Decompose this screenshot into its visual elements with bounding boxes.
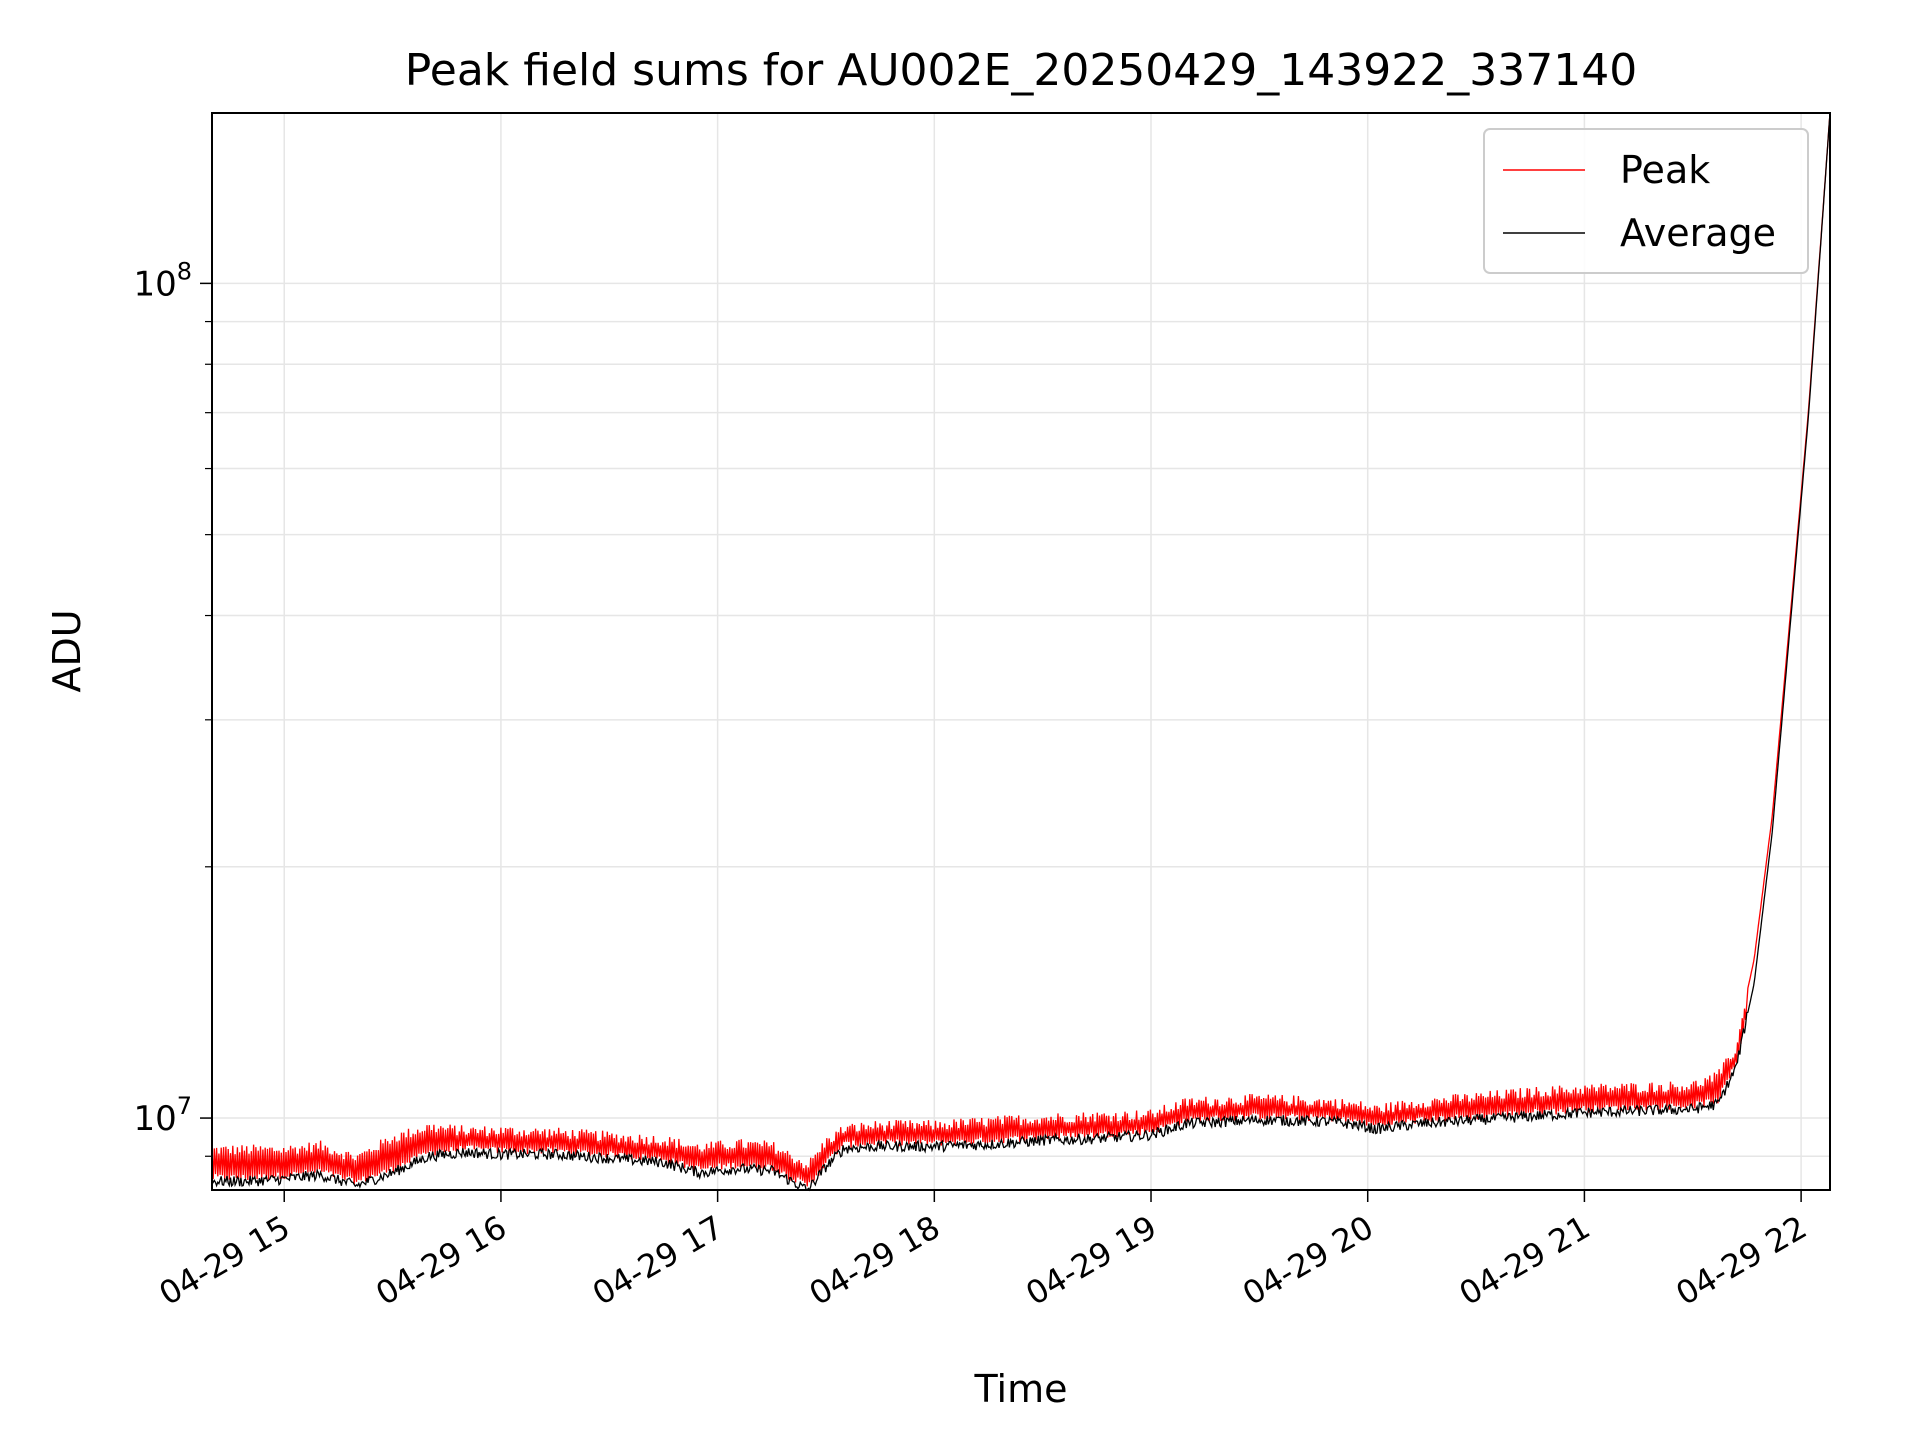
grid [212,113,1830,1190]
series-line-average [211,112,1831,1192]
chart-title: Peak field sums for AU002E_20250429_1439… [405,45,1637,96]
series-lines [211,112,1831,1192]
legend-box [1483,128,1809,274]
legend-label-average: Average [1620,211,1776,255]
x-axis-label: Time [974,1367,1068,1411]
y-tick-label: 108 [133,257,192,304]
y-tick-label: 107 [133,1092,192,1139]
plot-area-background [212,113,1830,1190]
plot-frame [211,112,1831,1191]
y-axis-label: ADU [45,609,89,692]
series-line-peak [211,112,1831,1187]
legend-label-peak: Peak [1620,148,1710,192]
legend: Peak Average [1483,128,1809,274]
